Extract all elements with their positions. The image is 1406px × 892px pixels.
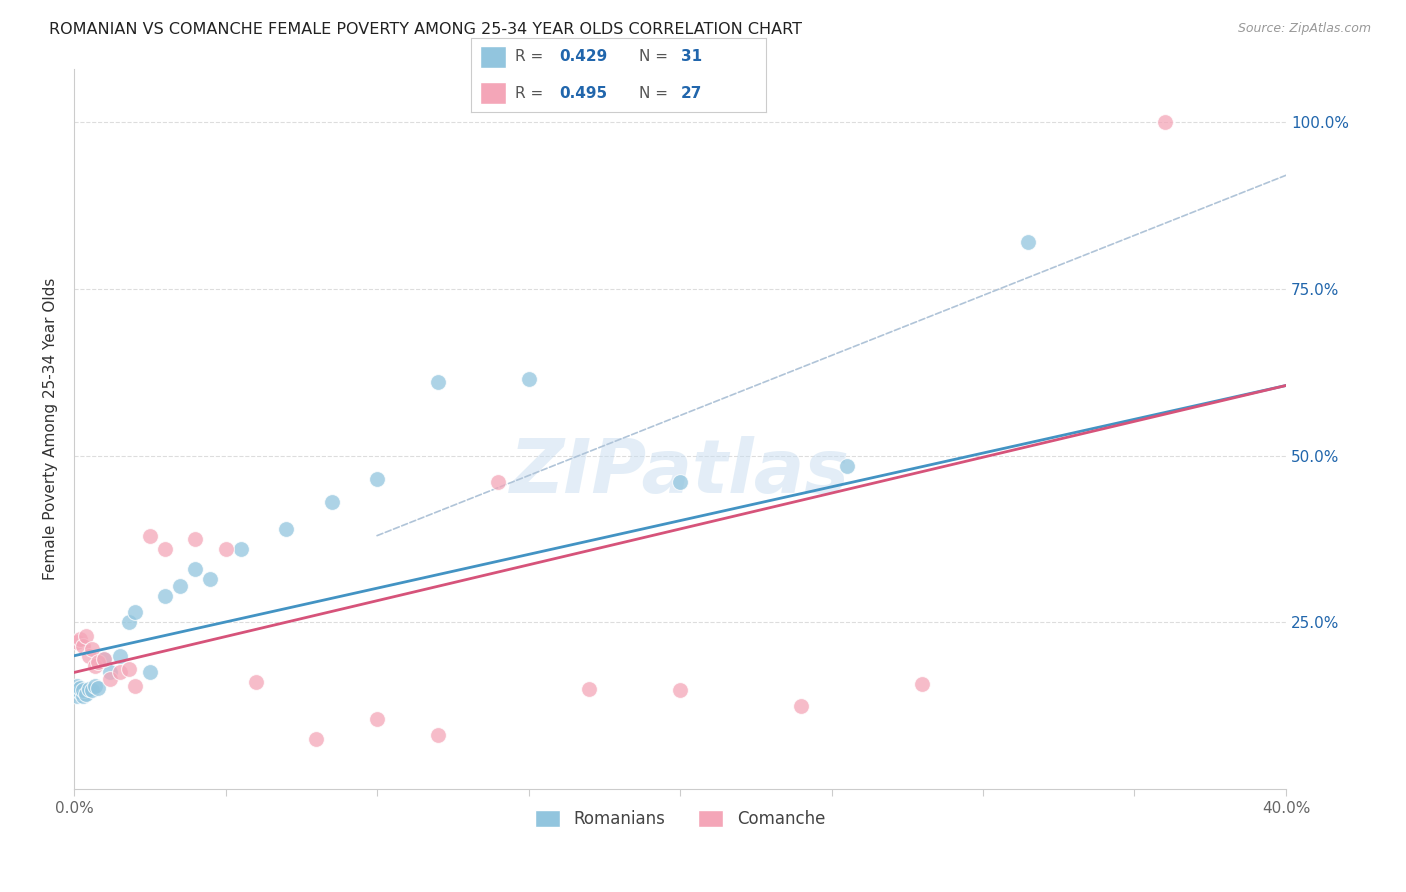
- Point: [169, 579, 191, 593]
- Point: [84, 679, 107, 693]
- Point: [1017, 235, 1039, 249]
- Point: [911, 677, 934, 691]
- Text: R =: R =: [516, 86, 548, 101]
- Point: [93, 652, 115, 666]
- Point: [82, 642, 104, 657]
- Point: [184, 562, 207, 576]
- Text: N =: N =: [640, 86, 673, 101]
- Text: ZIPatlas: ZIPatlas: [510, 435, 851, 508]
- Point: [87, 681, 110, 695]
- Point: [245, 675, 267, 690]
- Point: [124, 606, 146, 620]
- Text: ROMANIAN VS COMANCHE FEMALE POVERTY AMONG 25-34 YEAR OLDS CORRELATION CHART: ROMANIAN VS COMANCHE FEMALE POVERTY AMON…: [49, 22, 803, 37]
- Point: [87, 656, 110, 670]
- Point: [66, 682, 89, 697]
- Point: [69, 632, 91, 646]
- Point: [75, 629, 97, 643]
- Point: [124, 679, 146, 693]
- Point: [66, 679, 89, 693]
- Point: [139, 665, 162, 680]
- Point: [69, 681, 91, 695]
- Point: [69, 685, 91, 699]
- Point: [117, 662, 139, 676]
- Point: [276, 522, 298, 536]
- Text: 0.429: 0.429: [560, 49, 607, 64]
- Point: [153, 541, 176, 556]
- Point: [835, 458, 858, 473]
- Legend: Romanians, Comanche: Romanians, Comanche: [529, 804, 832, 835]
- Point: [77, 682, 100, 697]
- Point: [93, 652, 115, 666]
- Point: [578, 682, 600, 697]
- Point: [305, 732, 328, 747]
- Point: [517, 372, 540, 386]
- Point: [72, 689, 94, 703]
- Point: [84, 658, 107, 673]
- Point: [117, 615, 139, 630]
- Point: [486, 475, 509, 490]
- Point: [77, 648, 100, 663]
- Point: [139, 528, 162, 542]
- Text: R =: R =: [516, 49, 548, 64]
- Point: [72, 683, 94, 698]
- Bar: [479, 45, 506, 68]
- Point: [66, 689, 89, 703]
- Text: 31: 31: [681, 49, 702, 64]
- Y-axis label: Female Poverty Among 25-34 Year Olds: Female Poverty Among 25-34 Year Olds: [44, 277, 58, 580]
- Bar: [479, 82, 506, 104]
- Point: [366, 712, 388, 726]
- Text: 27: 27: [681, 86, 702, 101]
- Point: [366, 472, 388, 486]
- Point: [184, 532, 207, 546]
- Point: [1153, 115, 1175, 129]
- Point: [153, 589, 176, 603]
- Point: [72, 639, 94, 653]
- Point: [426, 375, 449, 389]
- Point: [229, 541, 252, 556]
- Point: [669, 475, 692, 490]
- Text: 0.495: 0.495: [560, 86, 607, 101]
- Point: [321, 495, 343, 509]
- Point: [669, 683, 692, 698]
- Text: Source: ZipAtlas.com: Source: ZipAtlas.com: [1237, 22, 1371, 36]
- Point: [200, 572, 222, 586]
- Point: [214, 541, 236, 556]
- Text: N =: N =: [640, 49, 673, 64]
- Point: [426, 727, 449, 741]
- Point: [66, 635, 89, 649]
- Point: [100, 672, 122, 686]
- Point: [75, 687, 97, 701]
- Point: [108, 648, 131, 663]
- Point: [82, 683, 104, 698]
- Point: [108, 665, 131, 680]
- Point: [790, 698, 813, 713]
- Point: [100, 665, 122, 680]
